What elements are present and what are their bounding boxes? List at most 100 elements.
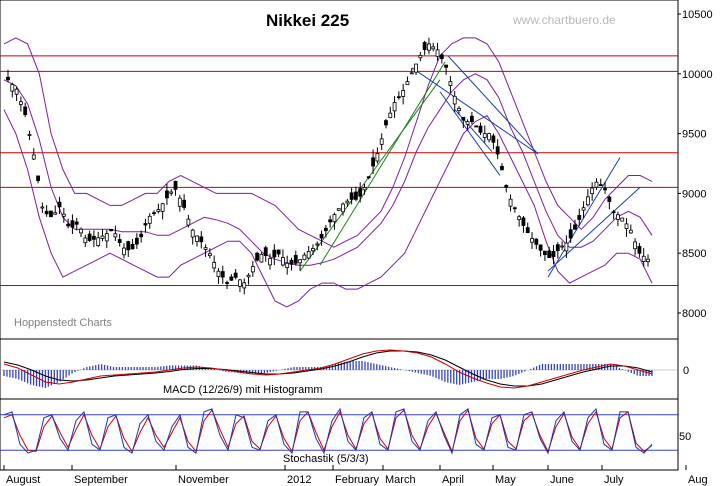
candle: [126, 240, 131, 257]
candle: [500, 163, 504, 171]
candle: [199, 231, 204, 249]
candle: [508, 194, 513, 212]
candle: [603, 181, 607, 194]
candle: [203, 244, 208, 257]
candle: [495, 139, 500, 160]
candle: [53, 205, 58, 215]
macd-line: [3, 349, 653, 389]
candle: [375, 147, 380, 164]
candle: [590, 182, 595, 201]
candle: [220, 265, 225, 284]
candle: [130, 239, 135, 250]
candle: [620, 217, 625, 222]
candle: [366, 176, 371, 180]
candle: [354, 186, 358, 202]
candle: [298, 258, 302, 271]
candle: [315, 241, 320, 251]
candle: [401, 83, 406, 105]
candle: [147, 213, 152, 229]
macd-signal-line: [3, 350, 653, 387]
candle: [70, 214, 75, 235]
candle: [414, 63, 418, 76]
candle: [311, 244, 315, 255]
candle: [18, 96, 23, 112]
candle: [113, 225, 118, 241]
candle: [14, 86, 19, 101]
candle: [512, 206, 517, 213]
candle: [435, 42, 440, 61]
candle: [371, 149, 376, 175]
candle: [160, 202, 165, 220]
trend-line-0: [299, 79, 441, 272]
candle: [594, 178, 599, 191]
candle: [92, 230, 96, 248]
candle: [190, 228, 195, 245]
bollinger-lower: [3, 109, 653, 308]
candle: [560, 241, 564, 251]
candle: [482, 125, 487, 143]
candle: [461, 116, 466, 129]
candle: [547, 246, 552, 258]
candle: [465, 119, 470, 131]
candle: [79, 227, 83, 238]
candle: [177, 194, 182, 212]
candle: [534, 238, 539, 250]
candle: [186, 214, 191, 228]
price-tick-label: 8000: [682, 308, 706, 320]
candle: [306, 246, 311, 260]
candle: [40, 202, 45, 213]
candle: [268, 253, 272, 270]
candle: [444, 64, 449, 75]
candle: [83, 234, 88, 247]
candle: [229, 274, 234, 281]
candle: [624, 218, 629, 237]
trend-line-4: [439, 91, 501, 176]
candle: [581, 201, 586, 219]
candle: [521, 215, 526, 233]
candle: [345, 198, 350, 207]
candle: [478, 122, 483, 135]
candle: [543, 250, 547, 262]
candle: [452, 91, 457, 112]
candle: [134, 233, 139, 249]
candle: [457, 106, 461, 115]
price-tick-label: 9500: [682, 129, 706, 141]
trend-line-7: [547, 187, 641, 272]
candle: [173, 180, 178, 196]
candle: [349, 187, 354, 205]
candle: [358, 182, 363, 203]
chart-title: Nikkei 225: [266, 11, 349, 30]
candle: [568, 223, 573, 243]
price-axis-ticks: 8000 8500 9000 9500 10000 10500: [678, 9, 713, 320]
candle: [139, 230, 144, 243]
candle: [517, 215, 522, 227]
candle: [491, 133, 496, 150]
candle: [336, 208, 341, 212]
candle: [27, 130, 32, 141]
candle: [616, 211, 620, 227]
price-tick-label: 8500: [682, 248, 706, 260]
candle: [242, 278, 247, 295]
candle: [36, 175, 40, 184]
candle: [392, 96, 397, 118]
candle: [57, 196, 62, 214]
candle: [384, 118, 388, 129]
candle: [74, 217, 79, 231]
x-tick-label: November: [178, 474, 229, 486]
candle: [246, 273, 251, 285]
x-axis: August September November 2012 February March…: [3, 465, 708, 486]
x-tick-label: February: [335, 474, 380, 486]
candle: [641, 248, 646, 267]
candle: [323, 224, 328, 238]
candle: [633, 238, 638, 256]
candle: [122, 243, 126, 259]
candle: [418, 51, 423, 62]
macd-panel: [0, 349, 678, 389]
candle: [44, 205, 49, 217]
candle: [577, 208, 582, 226]
stochastic-label: Stochastik (5/3/3): [283, 453, 369, 465]
candle: [272, 244, 277, 266]
candle: [109, 229, 113, 232]
candle: [49, 210, 53, 218]
candle: [607, 195, 612, 210]
